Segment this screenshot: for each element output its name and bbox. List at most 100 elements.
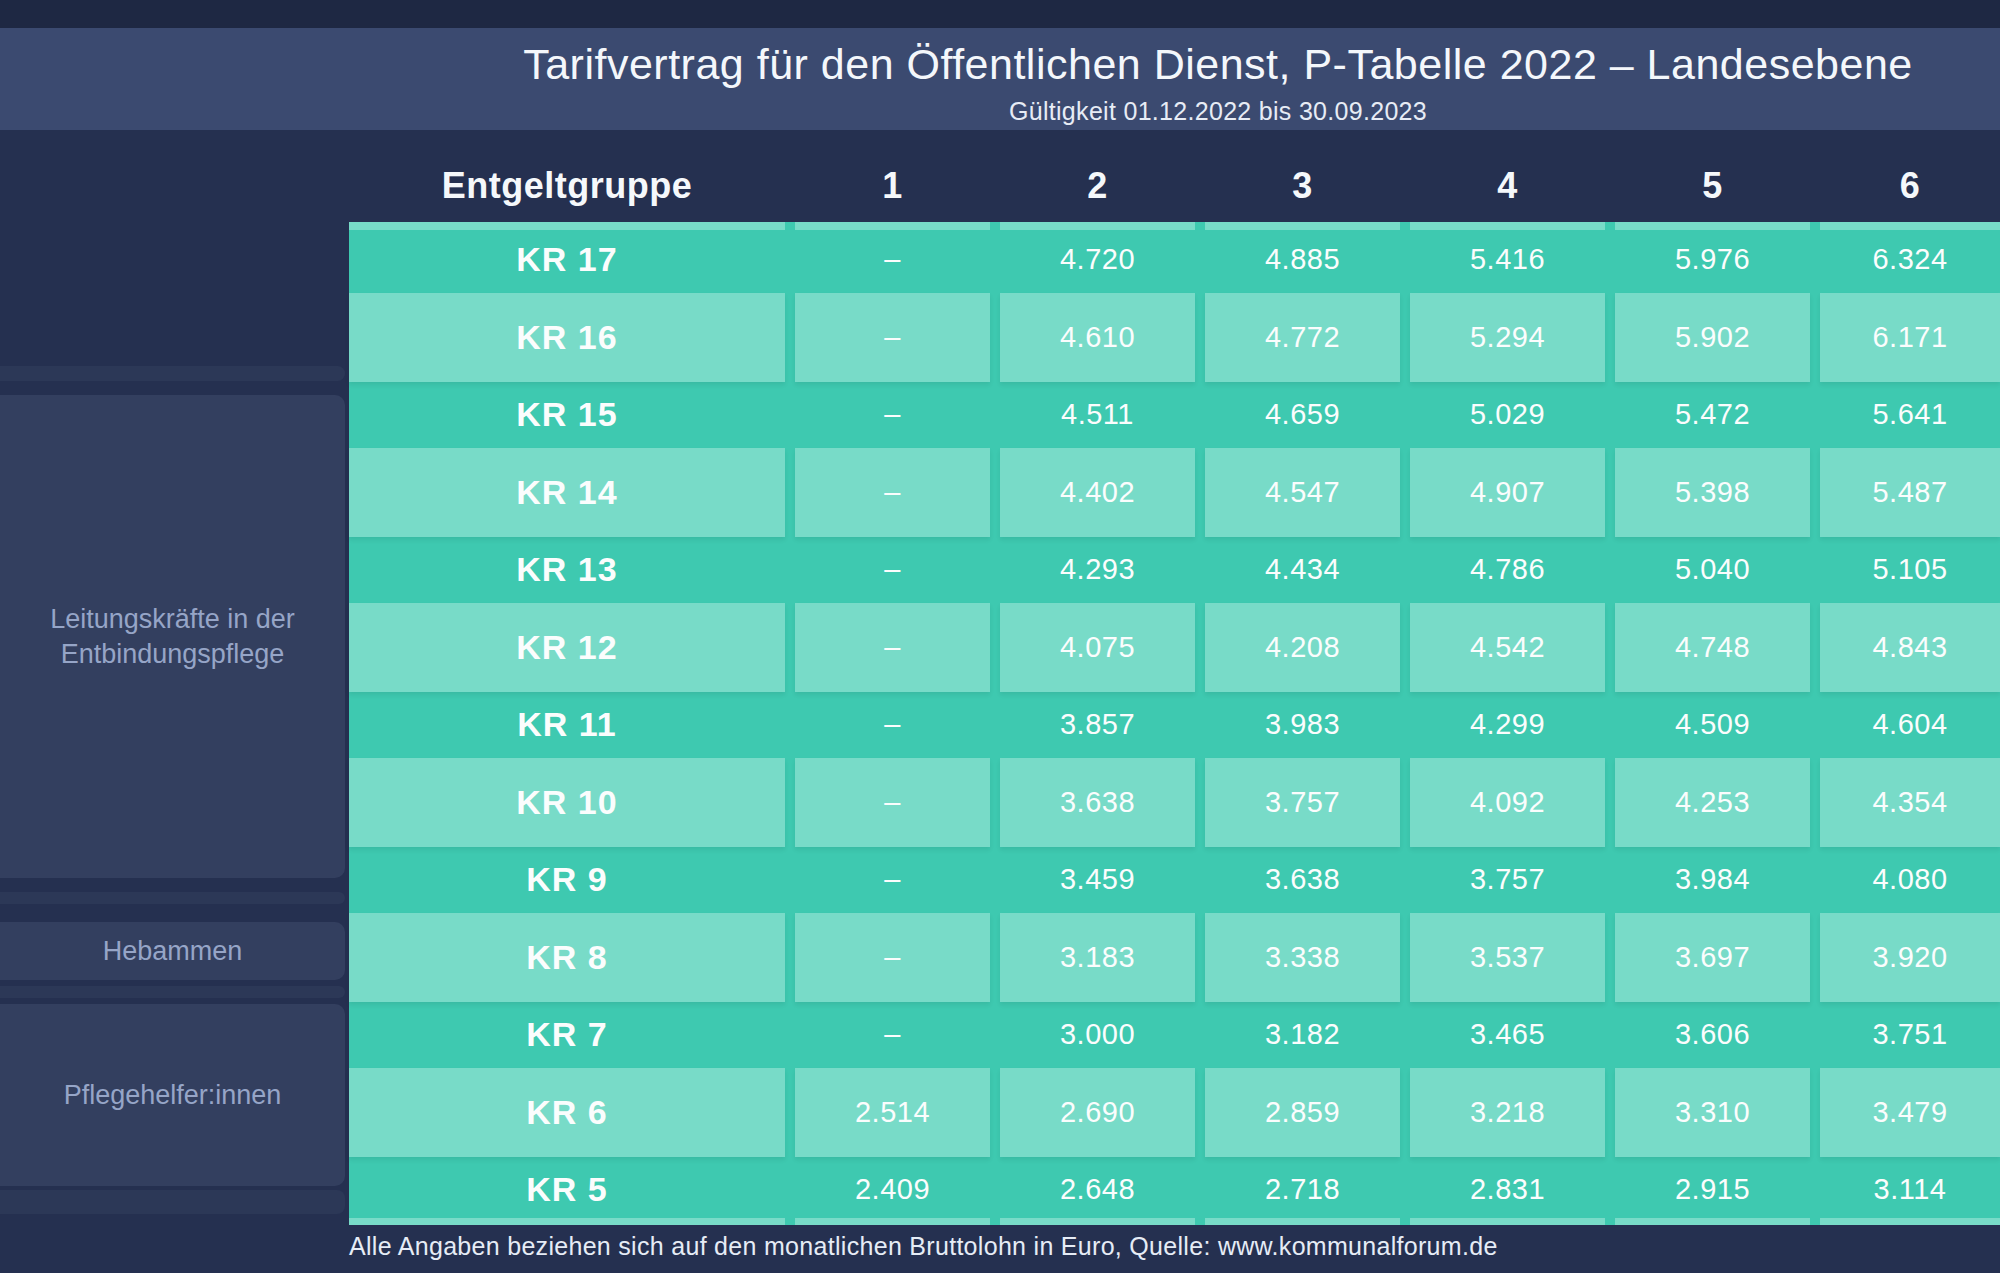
row-label: KR 15 [349, 385, 785, 443]
group-label: Leitungskräfte in der Entbindungspflege [28, 602, 317, 670]
salary-cell: 5.294 [1410, 293, 1605, 382]
salary-cell: 3.606 [1615, 1005, 1810, 1063]
salary-cell: 3.751 [1820, 1005, 2000, 1063]
column-header: 3 [1205, 165, 1400, 207]
table-row: KR 17–4.7204.8855.4165.9766.324 [349, 230, 2000, 288]
table-row: KR 10–3.6383.7574.0924.2534.354 [349, 753, 2000, 850]
salary-cell: 6.324 [1820, 230, 2000, 288]
table-row: KR 11–3.8573.9834.2994.5094.604 [349, 695, 2000, 753]
salary-cell: 4.092 [1410, 758, 1605, 847]
salary-cell: 4.786 [1410, 540, 1605, 598]
row-label: KR 8 [349, 913, 785, 1002]
page-title: Tarifvertrag für den Öffentlichen Dienst… [436, 41, 2000, 88]
salary-cell: 3.537 [1410, 913, 1605, 1002]
salary-cell: 4.843 [1820, 603, 2000, 692]
row-label: KR 5 [349, 1160, 785, 1218]
group-card-hebammen: Hebammen [0, 922, 345, 980]
salary-cell: 3.000 [1000, 1005, 1195, 1063]
salary-cell: 5.641 [1820, 385, 2000, 443]
row-label: KR 10 [349, 758, 785, 847]
salary-cell: 3.183 [1000, 913, 1195, 1002]
table-row: KR 9–3.4593.6383.7573.9844.080 [349, 850, 2000, 908]
strip-cell [1205, 222, 1400, 230]
salary-cell: 4.547 [1205, 448, 1400, 537]
entgeltgruppe-header: Entgeltgruppe [349, 165, 785, 207]
validity-subtitle: Gültigkeit 01.12.2022 bis 30.09.2023 [436, 97, 2000, 126]
salary-cell: 4.720 [1000, 230, 1195, 288]
salary-cell: – [795, 758, 990, 847]
salary-cell: 3.697 [1615, 913, 1810, 1002]
row-label: KR 11 [349, 695, 785, 753]
group-label: Hebammen [103, 934, 243, 968]
salary-cell: 4.907 [1410, 448, 1605, 537]
row-label: KR 17 [349, 230, 785, 288]
strip-cell [1820, 222, 2000, 230]
salary-cell: – [795, 695, 990, 753]
row-label: KR 16 [349, 293, 785, 382]
salary-cell: 3.757 [1205, 758, 1400, 847]
salary-cell: 4.509 [1615, 695, 1810, 753]
salary-cell: 3.479 [1820, 1068, 2000, 1157]
group-label: Pflegehelfer:innen [64, 1078, 282, 1112]
salary-cell: 4.748 [1615, 603, 1810, 692]
column-header: 6 [1820, 165, 2000, 207]
salary-cell: 3.114 [1820, 1160, 2000, 1218]
row-label: KR 9 [349, 850, 785, 908]
table-row: KR 62.5142.6902.8593.2183.3103.479 [349, 1063, 2000, 1160]
salary-cell: 4.402 [1000, 448, 1195, 537]
salary-cell: 2.915 [1615, 1160, 1810, 1218]
salary-cell: 2.859 [1205, 1068, 1400, 1157]
strip-cell [1410, 1218, 1605, 1225]
salary-cell: 4.075 [1000, 603, 1195, 692]
salary-cell: 4.253 [1615, 758, 1810, 847]
salary-cell: 4.772 [1205, 293, 1400, 382]
salary-cell: – [795, 448, 990, 537]
salary-cell: 2.409 [795, 1160, 990, 1218]
strip-cell [349, 1218, 785, 1225]
salary-cell: 4.542 [1410, 603, 1605, 692]
strip-cell [349, 222, 785, 230]
salary-cell: 3.182 [1205, 1005, 1400, 1063]
salary-cell: – [795, 1005, 990, 1063]
salary-cell: 5.487 [1820, 448, 2000, 537]
strip-cell [1205, 1218, 1400, 1225]
salary-cell: 4.208 [1205, 603, 1400, 692]
salary-cell: 6.171 [1820, 293, 2000, 382]
row-label: KR 7 [349, 1005, 785, 1063]
strip-cell [1615, 222, 1810, 230]
table-row: KR 52.4092.6482.7182.8312.9153.114 [349, 1160, 2000, 1218]
strip-cell [795, 1218, 990, 1225]
table-row: KR 12–4.0754.2084.5424.7484.843 [349, 598, 2000, 695]
salary-cell: – [795, 603, 990, 692]
salary-cell: 2.831 [1410, 1160, 1605, 1218]
salary-cell: 3.757 [1410, 850, 1605, 908]
column-header: 5 [1615, 165, 1810, 207]
salary-cell: 2.648 [1000, 1160, 1195, 1218]
salary-cell: 3.338 [1205, 913, 1400, 1002]
salary-cell: 5.976 [1615, 230, 1810, 288]
salary-cell: 4.511 [1000, 385, 1195, 443]
salary-cell: 2.718 [1205, 1160, 1400, 1218]
group-card-leitungskraefte: Leitungskräfte in der Entbindungspflege [0, 395, 345, 878]
salary-cell: 3.638 [1205, 850, 1400, 908]
column-header: 1 [795, 165, 990, 207]
salary-cell: 3.638 [1000, 758, 1195, 847]
salary-cell: – [795, 540, 990, 598]
table-bottom-strip [349, 1218, 2000, 1225]
table-row: KR 14–4.4024.5474.9075.3985.487 [349, 443, 2000, 540]
salary-cell: 5.472 [1615, 385, 1810, 443]
salary-cell: 3.857 [1000, 695, 1195, 753]
salary-cell: 5.416 [1410, 230, 1605, 288]
strip-cell [1615, 1218, 1810, 1225]
sidebar-stripe [0, 986, 345, 998]
salary-cell: 2.690 [1000, 1068, 1195, 1157]
row-label: KR 14 [349, 448, 785, 537]
strip-cell [1820, 1218, 2000, 1225]
salary-table: KR 17–4.7204.8855.4165.9766.324KR 16–4.6… [349, 222, 2000, 1225]
row-label: KR 13 [349, 540, 785, 598]
salary-cell: 4.293 [1000, 540, 1195, 598]
salary-cell: 4.885 [1205, 230, 1400, 288]
table-top-strip [349, 222, 2000, 230]
table-row: KR 13–4.2934.4344.7865.0405.105 [349, 540, 2000, 598]
row-label: KR 6 [349, 1068, 785, 1157]
